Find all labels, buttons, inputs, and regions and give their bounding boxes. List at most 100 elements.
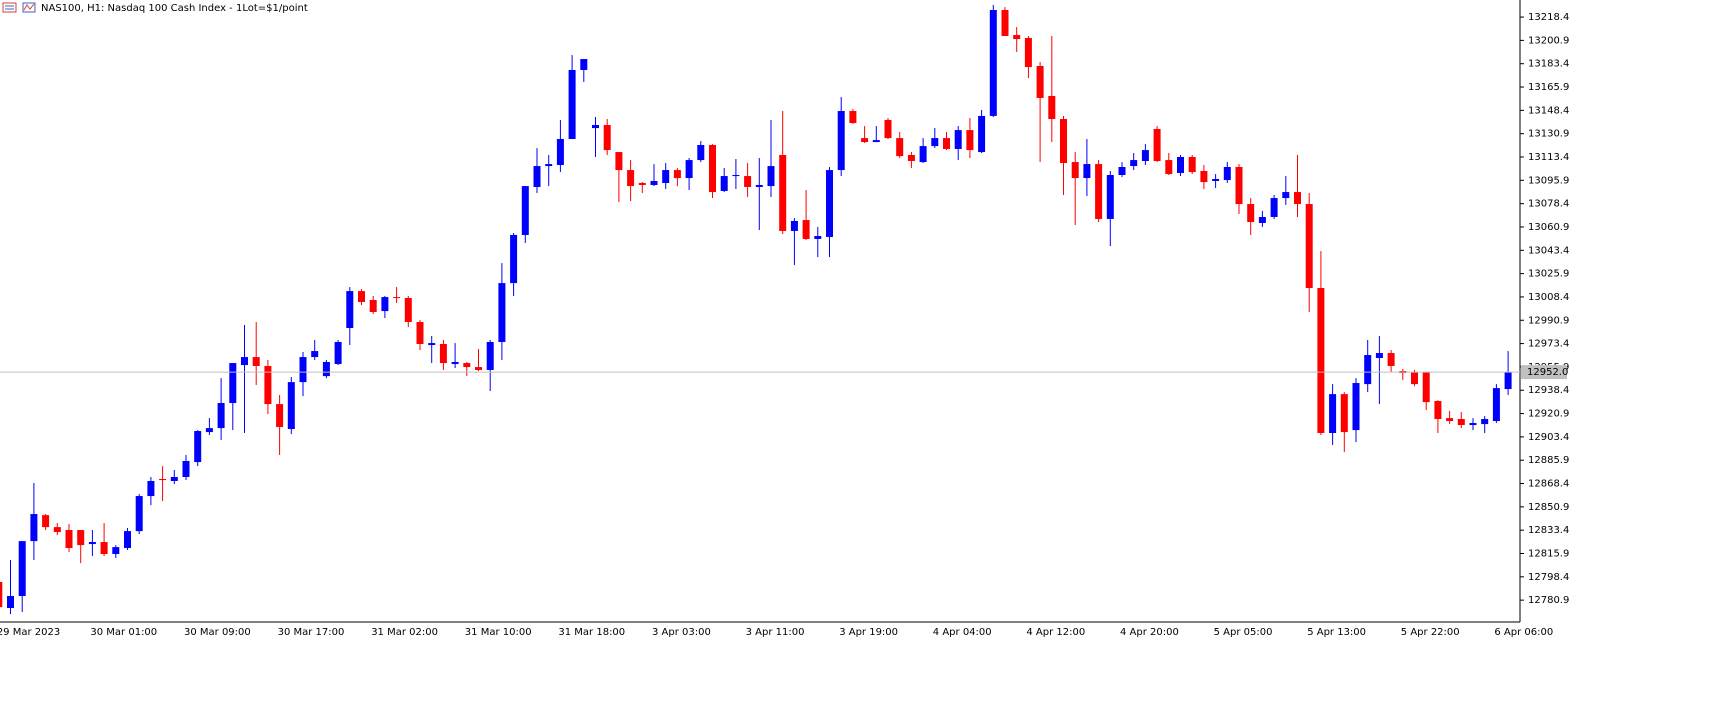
candle-body — [463, 363, 471, 368]
y-tick-label: 12920.9 — [1528, 409, 1569, 420]
candle-body — [744, 176, 752, 187]
candle-body — [1141, 150, 1149, 161]
candle-body — [1387, 353, 1395, 366]
candle-body — [779, 155, 787, 231]
candle-body — [1434, 401, 1442, 420]
candle-body — [1223, 166, 1231, 181]
candle-body — [241, 357, 248, 366]
y-tick-label: 13130.9 — [1528, 129, 1569, 140]
y-tick-label: 12938.4 — [1528, 385, 1569, 396]
candle-body — [135, 496, 143, 532]
candle-body — [1106, 174, 1114, 219]
candle-body — [849, 111, 857, 124]
y-tick-label: 12990.9 — [1528, 315, 1569, 326]
candle-body — [100, 542, 108, 555]
y-tick-label: 13218.4 — [1528, 12, 1569, 23]
candle-body — [311, 351, 319, 358]
y-tick-label: 13060.9 — [1528, 222, 1569, 233]
candle-body — [907, 155, 915, 161]
candle-body — [861, 138, 869, 143]
candle-body — [556, 139, 564, 165]
candle-body — [229, 363, 237, 404]
candle-body — [814, 236, 822, 239]
x-tick-label: 4 Apr 20:00 — [1120, 627, 1179, 638]
candle-body — [896, 138, 904, 157]
candle-body — [1048, 95, 1056, 120]
candle-body — [1375, 353, 1383, 358]
current-price-label: 12952.0 — [1527, 367, 1568, 378]
y-tick-label: 13078.4 — [1528, 199, 1569, 210]
candle-body — [1095, 164, 1103, 219]
candle-body — [510, 234, 518, 284]
candle-body — [603, 125, 611, 151]
candle-body — [252, 357, 260, 366]
candle-body — [720, 176, 728, 191]
y-tick-label: 13183.4 — [1528, 59, 1569, 70]
candle-body — [662, 170, 670, 183]
y-tick-label: 12815.9 — [1528, 548, 1569, 559]
candle-body — [592, 125, 599, 129]
x-tick-label: 30 Mar 01:00 — [90, 627, 157, 638]
candle-body — [755, 184, 763, 187]
candle-body — [732, 174, 740, 177]
candle-body — [1235, 166, 1243, 205]
candle-body — [498, 283, 506, 342]
candle-body — [1130, 160, 1138, 167]
candle-body — [393, 297, 401, 299]
candle-body — [205, 428, 213, 433]
candle-body — [7, 596, 14, 609]
candle-body — [322, 361, 330, 377]
candle-body — [18, 541, 26, 597]
candle-body — [77, 530, 85, 546]
x-tick-label: 3 Apr 03:00 — [652, 627, 711, 638]
candle-body — [416, 321, 424, 344]
y-tick-label: 13095.9 — [1528, 175, 1569, 186]
candle-body — [533, 166, 541, 187]
y-tick-label: 13113.4 — [1528, 152, 1569, 163]
candle-body — [1118, 166, 1126, 175]
candle-body — [545, 164, 553, 167]
x-tick-label: 5 Apr 13:00 — [1307, 627, 1366, 638]
candle-body — [346, 291, 354, 328]
candle-body — [428, 343, 436, 346]
candle-body — [124, 531, 131, 549]
candle-body — [1083, 164, 1091, 179]
candle-body — [966, 130, 974, 151]
candle-body — [1352, 383, 1360, 431]
candle-body — [1317, 288, 1325, 434]
candle-body — [369, 300, 377, 312]
candle-body — [88, 542, 96, 545]
candle-body — [1153, 129, 1161, 161]
candle-body — [0, 582, 3, 608]
candle-body — [65, 530, 73, 549]
candle-body — [802, 220, 810, 239]
candle-body — [521, 186, 529, 235]
candle-body — [1481, 419, 1489, 425]
candle-body — [697, 145, 705, 161]
candle-body — [954, 130, 962, 150]
x-tick-label: 31 Mar 18:00 — [558, 627, 625, 638]
candle-body — [486, 341, 494, 370]
candle-body — [943, 138, 950, 150]
candle-body — [1294, 192, 1301, 205]
x-tick-label: 5 Apr 05:00 — [1214, 627, 1273, 638]
candle-body — [615, 152, 623, 171]
candle-body — [1177, 156, 1184, 173]
candle-body — [1305, 204, 1313, 289]
candle-body — [1001, 9, 1009, 36]
candle-body — [264, 365, 272, 405]
x-tick-label: 31 Mar 02:00 — [371, 627, 438, 638]
candle-body — [381, 297, 389, 312]
x-tick-label: 30 Mar 09:00 — [184, 627, 251, 638]
candle-body — [1329, 394, 1337, 434]
candle-body — [334, 341, 342, 364]
x-tick-label: 29 Mar 2023 — [0, 627, 60, 638]
candle-body — [1188, 156, 1196, 173]
candle-body — [475, 367, 482, 370]
candle-body — [1247, 204, 1255, 223]
candle-body — [767, 166, 775, 187]
candle-body — [1071, 162, 1079, 179]
